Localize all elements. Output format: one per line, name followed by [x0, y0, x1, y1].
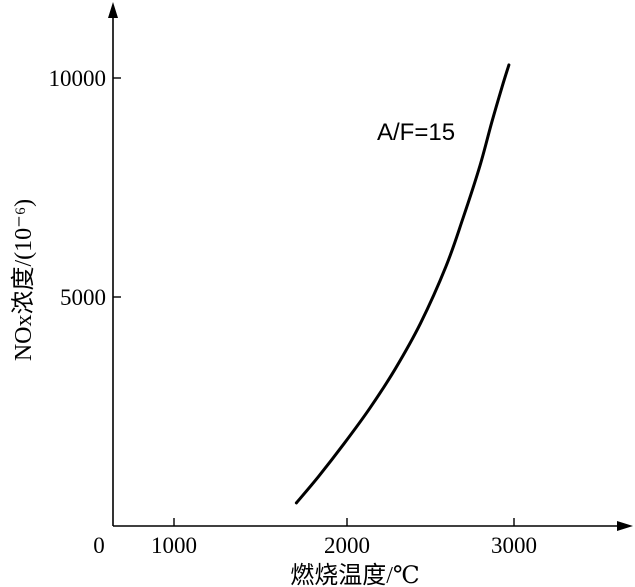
x-tick-label-2000: 2000 — [324, 533, 370, 558]
x-tick-label-3000: 3000 — [491, 533, 537, 558]
x-axis-arrow — [617, 521, 633, 531]
x-axis-title: 燃烧温度/℃ — [290, 562, 420, 587]
y-tick-label-5000: 5000 — [60, 285, 106, 310]
y-axis-title: NOx浓度/(10⁻⁶) — [10, 199, 37, 361]
series-annotation-af15: A/F=15 — [377, 119, 455, 146]
y-tick-label-10000: 10000 — [49, 66, 107, 91]
origin-label: 0 — [93, 533, 105, 558]
y-axis-arrow — [108, 2, 118, 18]
x-tick-label-1000: 1000 — [151, 533, 197, 558]
series-line-af15 — [294, 63, 511, 505]
